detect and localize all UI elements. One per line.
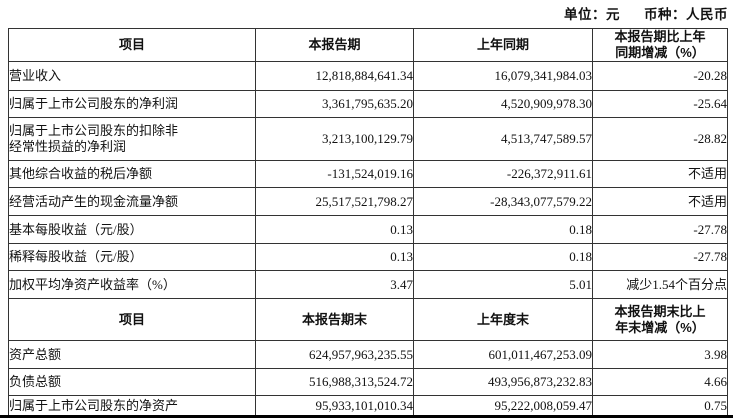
row-label: 归属于上市公司股东的净利润 [8, 90, 256, 118]
table-row: 基本每股收益（元/股） 0.13 0.18 -27.78 [8, 215, 728, 244]
table-row: 稀释每股收益（元/股） 0.13 0.18 -27.78 [8, 243, 728, 271]
cell-prior-period: 5.01 [413, 270, 593, 299]
cell-current-period: 0.13 [255, 243, 414, 271]
row-label: 归属于上市公司股东的净资产 [8, 395, 256, 417]
cell-prior-period: 16,079,341,984.03 [413, 61, 593, 91]
table-row: 负债总额 516,988,313,524.72 493,956,873,232.… [8, 368, 728, 396]
cell-change: 不适用 [592, 187, 728, 216]
row-label: 加权平均净资产收益率（%） [8, 270, 256, 299]
table-row: 其他综合收益的税后净额 -131,524,019.16 -226,372,911… [8, 160, 728, 188]
cell-prior-period: 0.18 [413, 243, 593, 271]
cell-current-period: 0.13 [255, 215, 414, 244]
cell-current-period: 516,988,313,524.72 [255, 368, 414, 396]
table1-header-item: 项目 [8, 28, 256, 62]
table-row: 营业收入 12,818,884,641.34 16,079,341,984.03… [8, 61, 728, 91]
cell-change: 4.66 [592, 368, 728, 396]
cell-change: -25.64 [592, 90, 728, 118]
row-label: 稀释每股收益（元/股） [8, 243, 256, 271]
table2-header-item: 项目 [8, 298, 256, 341]
cell-change: 减少1.54个百分点 [592, 270, 728, 299]
cell-prior-period: 95,222,008,059.47 [413, 395, 593, 417]
cell-prior-period: 0.18 [413, 215, 593, 244]
cell-current-period: 624,957,963,235.55 [255, 340, 414, 369]
cell-prior-period: -28,343,077,579.22 [413, 187, 593, 216]
table1-header-current: 本报告期 [255, 28, 414, 62]
cell-prior-period: -226,372,911.61 [413, 160, 593, 188]
unit-currency-line: 单位：元 币种：人民币 [564, 3, 728, 23]
cell-current-period: 3,361,795,635.20 [255, 90, 414, 118]
cell-change: -20.28 [592, 61, 728, 91]
cell-current-period: -131,524,019.16 [255, 160, 414, 188]
table2-header-current: 本报告期末 [255, 298, 414, 341]
financial-summary-table: 项目 本报告期 上年同期 本报告期比上年 同期增减（%） 营业收入 12,818… [8, 28, 728, 417]
cell-prior-period: 493,956,873,232.83 [413, 368, 593, 396]
cell-change: -27.78 [592, 243, 728, 271]
cell-change: -27.78 [592, 215, 728, 244]
row-label: 资产总额 [8, 340, 256, 369]
cell-change: 3.98 [592, 340, 728, 369]
table2-header-change: 本报告期末比上 年末增减（%） [592, 298, 728, 341]
cell-change: 0.75 [592, 395, 728, 417]
table2-header-row: 项目 本报告期末 上年度末 本报告期末比上 年末增减（%） [8, 298, 728, 341]
row-label: 营业收入 [8, 61, 256, 91]
table-row: 归属于上市公司股东的净资产 95,933,101,010.34 95,222,0… [8, 395, 728, 417]
cell-prior-period: 4,520,909,978.30 [413, 90, 593, 118]
table1-header-change: 本报告期比上年 同期增减（%） [592, 28, 728, 62]
cell-current-period: 12,818,884,641.34 [255, 61, 414, 91]
table-row: 加权平均净资产收益率（%） 3.47 5.01 减少1.54个百分点 [8, 270, 728, 299]
cell-current-period: 95,933,101,010.34 [255, 395, 414, 417]
table2-header-prior: 上年度末 [413, 298, 593, 341]
row-label: 经营活动产生的现金流量净额 [8, 187, 256, 216]
cell-prior-period: 601,011,467,253.09 [413, 340, 593, 369]
row-label: 其他综合收益的税后净额 [8, 160, 256, 188]
row-label: 负债总额 [8, 368, 256, 396]
table-row: 归属于上市公司股东的净利润 3,361,795,635.20 4,520,909… [8, 90, 728, 118]
cell-change: -28.82 [592, 117, 728, 161]
currency-label: 币种：人民币 [644, 7, 728, 22]
cell-prior-period: 4,513,747,589.57 [413, 117, 593, 161]
cell-current-period: 3,213,100,129.79 [255, 117, 414, 161]
table1-header-prior: 上年同期 [413, 28, 593, 62]
cell-current-period: 25,517,521,798.27 [255, 187, 414, 216]
row-label: 基本每股收益（元/股） [8, 215, 256, 244]
row-label: 归属于上市公司股东的扣除非 经常性损益的净利润 [8, 117, 256, 161]
page-bottom-rule [0, 415, 733, 418]
table-row: 经营活动产生的现金流量净额 25,517,521,798.27 -28,343,… [8, 187, 728, 216]
cell-current-period: 3.47 [255, 270, 414, 299]
table1-header-row: 项目 本报告期 上年同期 本报告期比上年 同期增减（%） [8, 28, 728, 62]
cell-change: 不适用 [592, 160, 728, 188]
unit-label: 单位：元 [564, 7, 620, 22]
table-row: 资产总额 624,957,963,235.55 601,011,467,253.… [8, 340, 728, 369]
table-row: 归属于上市公司股东的扣除非 经常性损益的净利润 3,213,100,129.79… [8, 117, 728, 161]
